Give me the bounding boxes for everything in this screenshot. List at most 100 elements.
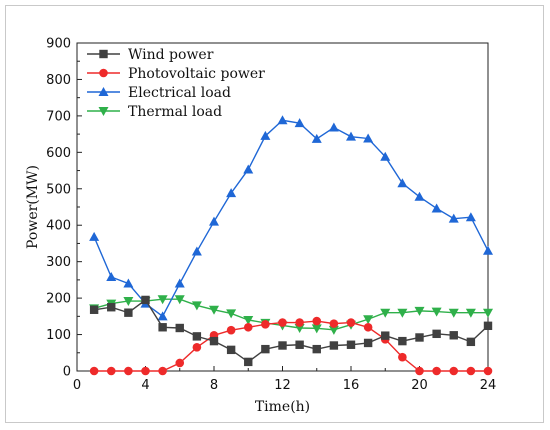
data-point — [449, 331, 458, 340]
data-point — [432, 366, 441, 376]
data-point — [465, 308, 476, 318]
data-point — [174, 278, 185, 288]
data-point — [397, 308, 408, 318]
data-point — [123, 278, 134, 288]
legend-item: Thermal load — [87, 104, 222, 120]
x-tick-label: 16 — [343, 378, 360, 393]
x-tick-label: 8 — [210, 378, 218, 393]
y-tick-label: 200 — [46, 292, 71, 307]
data-point — [174, 295, 185, 305]
data-point — [209, 216, 219, 226]
data-point — [346, 131, 356, 141]
data-point — [398, 352, 407, 362]
y-tick-label: 300 — [46, 255, 71, 270]
data-point — [483, 366, 493, 376]
legend-marker — [98, 107, 109, 116]
data-point — [209, 305, 219, 315]
x-tick-label: 4 — [141, 378, 149, 393]
data-point — [141, 366, 150, 376]
y-tick-label: 400 — [46, 219, 71, 234]
data-point — [328, 122, 339, 132]
data-point — [226, 188, 237, 198]
data-point — [312, 316, 322, 326]
data-point — [346, 318, 356, 327]
data-point — [415, 333, 424, 342]
legend-marker — [99, 49, 108, 59]
data-point — [243, 164, 254, 174]
x-tick-label: 12 — [274, 378, 291, 393]
y-tick-label: 100 — [46, 328, 71, 343]
data-point — [363, 322, 373, 332]
series-line — [94, 320, 488, 372]
data-point — [157, 295, 168, 305]
y-tick-label: 600 — [46, 146, 71, 161]
y-tick-label: 700 — [46, 109, 71, 124]
data-point — [483, 321, 493, 331]
data-point — [277, 115, 288, 125]
data-point — [89, 231, 100, 241]
data-point — [157, 311, 168, 321]
y-axis-title: Power(MW) — [25, 165, 41, 249]
data-point — [89, 305, 99, 314]
x-tick-label: 24 — [480, 378, 497, 393]
data-point — [124, 308, 133, 317]
data-point — [328, 325, 339, 335]
data-point — [278, 318, 287, 327]
data-point — [158, 366, 167, 376]
legend-label: Electrical load — [128, 85, 231, 101]
data-point — [398, 336, 407, 346]
axes: 0 4 8 12 16 20 24 0 100 200 300 400 500 600 700 800 900 — [46, 37, 496, 394]
legend-item: Wind power — [87, 47, 214, 63]
data-point — [158, 323, 167, 332]
data-point — [295, 318, 304, 327]
data-point — [192, 332, 202, 341]
data-point — [363, 315, 374, 325]
data-point — [192, 343, 202, 352]
data-point — [124, 366, 133, 376]
data-point — [226, 325, 236, 335]
data-point — [414, 191, 425, 201]
data-point — [415, 366, 424, 376]
data-point — [311, 324, 322, 334]
series-electrical-load — [89, 115, 493, 321]
data-point — [380, 151, 391, 161]
data-point — [226, 309, 237, 319]
data-point — [448, 308, 459, 318]
data-point — [175, 323, 184, 333]
data-point — [294, 118, 305, 128]
data-point — [123, 297, 134, 307]
data-point — [209, 336, 219, 346]
data-point — [363, 338, 373, 348]
y-tick-label: 0 — [63, 365, 71, 380]
data-point — [449, 366, 459, 376]
chart-frame — [5, 5, 544, 423]
data-point — [380, 308, 391, 318]
data-point — [191, 246, 202, 256]
data-point — [294, 323, 305, 333]
data-point — [260, 130, 271, 140]
data-point — [191, 301, 202, 311]
legend-item: Photovoltaic power — [87, 66, 265, 82]
y-tick-label: 500 — [46, 182, 71, 197]
data-point — [329, 341, 339, 350]
series-thermal-load — [89, 295, 493, 335]
data-point — [106, 366, 116, 376]
data-point — [278, 341, 287, 350]
data-point — [141, 295, 150, 305]
series-wind-power — [89, 295, 493, 367]
data-point — [414, 306, 425, 316]
data-point — [89, 366, 99, 376]
data-point — [243, 315, 254, 325]
x-tick-label: 20 — [411, 378, 428, 393]
data-point — [243, 322, 253, 332]
x-axis-title: Time(h) — [255, 399, 310, 415]
series-line — [93, 119, 489, 318]
data-point — [466, 337, 476, 347]
data-point — [244, 357, 253, 367]
y-tick-label: 800 — [46, 73, 71, 88]
legend-label: Thermal load — [128, 104, 222, 120]
data-point — [432, 329, 441, 339]
data-point — [448, 213, 459, 223]
x-tick-label: 0 — [73, 378, 81, 393]
